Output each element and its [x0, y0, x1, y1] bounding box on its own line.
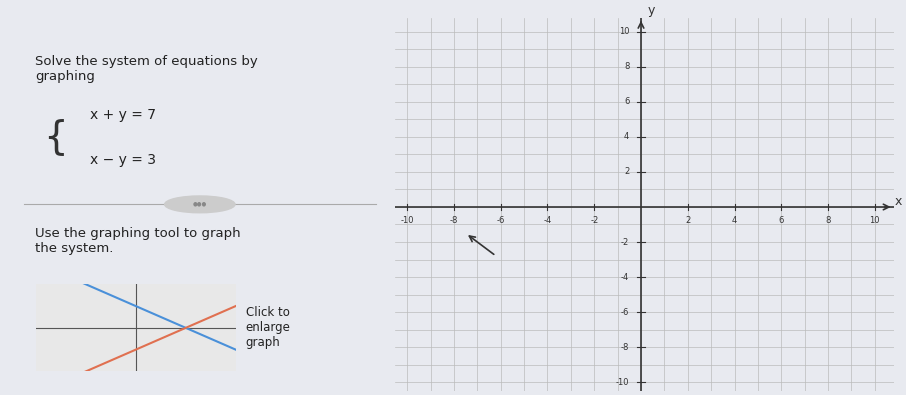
Text: 10: 10 — [619, 27, 630, 36]
Text: -8: -8 — [449, 216, 458, 225]
Text: y: y — [648, 4, 655, 17]
Text: 8: 8 — [624, 62, 630, 71]
Text: -2: -2 — [590, 216, 598, 225]
Ellipse shape — [165, 196, 235, 213]
Text: x + y = 7: x + y = 7 — [91, 108, 156, 122]
Text: Solve the system of equations by
graphing: Solve the system of equations by graphin… — [35, 55, 258, 83]
Text: 6: 6 — [778, 216, 784, 225]
Text: -4: -4 — [622, 273, 630, 282]
Text: x: x — [895, 195, 902, 208]
Text: x − y = 3: x − y = 3 — [91, 152, 156, 167]
Text: 2: 2 — [624, 167, 630, 177]
Text: 2: 2 — [685, 216, 690, 225]
Text: -10: -10 — [400, 216, 414, 225]
Text: -4: -4 — [544, 216, 552, 225]
Text: Click to
enlarge
graph: Click to enlarge graph — [246, 307, 291, 349]
Text: Use the graphing tool to graph
the system.: Use the graphing tool to graph the syste… — [35, 227, 241, 255]
Text: 4: 4 — [624, 132, 630, 141]
FancyBboxPatch shape — [33, 283, 239, 373]
Text: 6: 6 — [624, 98, 630, 106]
Text: -8: -8 — [621, 342, 630, 352]
Text: -6: -6 — [621, 308, 630, 316]
Text: -6: -6 — [496, 216, 505, 225]
Text: 8: 8 — [825, 216, 831, 225]
Text: {: { — [43, 118, 68, 156]
Text: -2: -2 — [622, 237, 630, 246]
Text: 10: 10 — [870, 216, 880, 225]
Text: ●●●: ●●● — [193, 202, 207, 207]
Text: 4: 4 — [732, 216, 737, 225]
Text: -10: -10 — [616, 378, 630, 387]
